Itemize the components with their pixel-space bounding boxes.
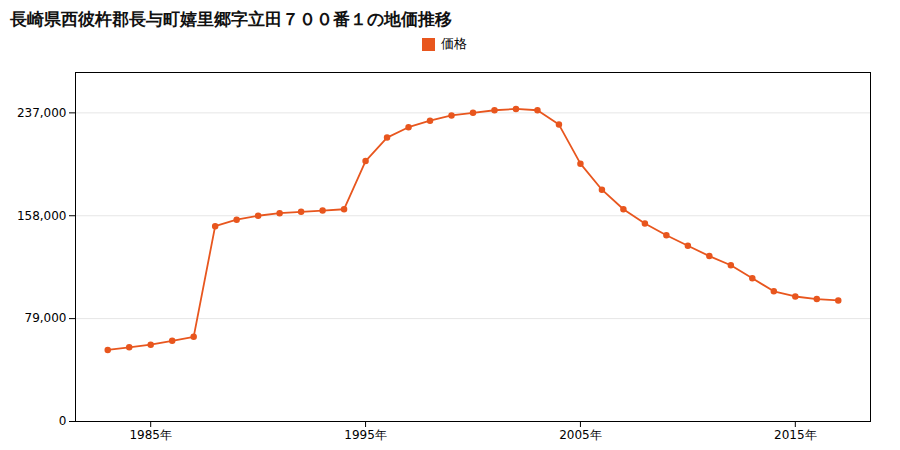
svg-text:2015年: 2015年: [774, 428, 817, 442]
svg-text:79,000: 79,000: [25, 311, 67, 325]
svg-text:1995年: 1995年: [344, 428, 387, 442]
svg-text:0: 0: [59, 414, 67, 428]
svg-text:158,000: 158,000: [17, 209, 67, 223]
svg-text:1985年: 1985年: [129, 428, 172, 442]
html-text:価格: 価格: [440, 36, 467, 51]
svg-text:2005年: 2005年: [559, 428, 602, 442]
svg-text:237,000: 237,000: [17, 106, 67, 120]
html-text:長崎県西彼杵郡長与町嬉里郷字立田７００番１の地価推移: 長崎県西彼杵郡長与町嬉里郷字立田７００番１の地価推移: [10, 9, 452, 29]
